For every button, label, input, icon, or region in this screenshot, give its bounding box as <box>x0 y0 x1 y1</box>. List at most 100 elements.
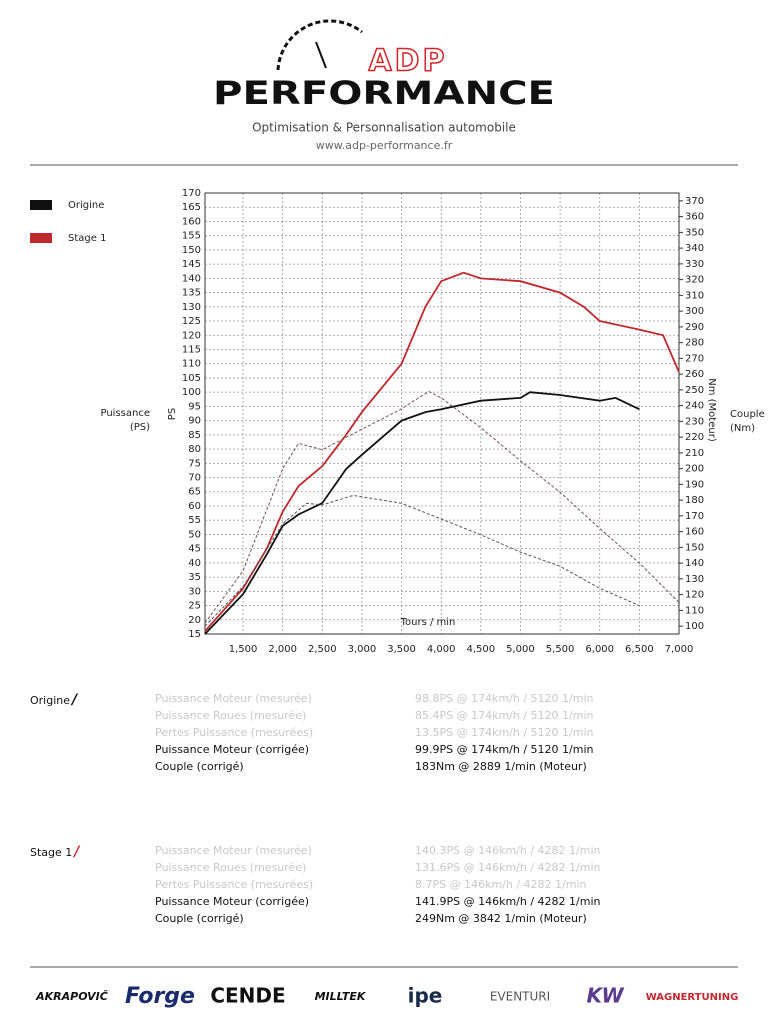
y-tick-label: 100 <box>182 387 201 398</box>
y2-tick-label: 130 <box>685 574 704 585</box>
y-tick-label: 120 <box>182 330 201 341</box>
y2-tick-label: 260 <box>685 369 704 380</box>
y2-tick-label: 320 <box>685 275 704 286</box>
y2-tick-label: 270 <box>685 353 704 364</box>
y-tick-label: 60 <box>188 501 201 512</box>
y-tick-label: 110 <box>182 359 201 370</box>
y2-tick-label: 110 <box>685 605 704 616</box>
result-label: Origine <box>30 694 70 707</box>
y2-tick-label: 370 <box>685 196 704 207</box>
y-tick-label: 40 <box>188 558 201 569</box>
result-cell: Puissance Roues (mesurée) <box>155 861 306 874</box>
x-tick-label: 6,500 <box>625 644 654 655</box>
series-line <box>204 391 640 635</box>
y2-side-label: (Nm) <box>730 423 755 434</box>
y2-tick-label: 170 <box>685 511 704 522</box>
y2-tick-label: 280 <box>685 338 704 349</box>
y2-tick-label: 180 <box>685 495 704 506</box>
legend-swatch <box>30 233 52 243</box>
y-tick-label: 105 <box>182 373 201 384</box>
series-line <box>204 494 640 627</box>
result-marker: / <box>70 692 79 708</box>
y-tick-label: 145 <box>182 259 201 270</box>
y-tick-label: 125 <box>182 316 201 327</box>
y2-tick-label: 300 <box>685 306 704 317</box>
brand-main: PERFORMANCE <box>213 74 555 112</box>
result-cell: 13.5PS @ 174km/h / 5120 1/min <box>415 726 594 739</box>
gauge-needle <box>315 41 327 69</box>
result-cell: Puissance Moteur (mesurée) <box>155 844 312 857</box>
y2-tick-label: 310 <box>685 290 704 301</box>
y2-tick-label: 120 <box>685 590 704 601</box>
y-tick-label: 45 <box>188 544 201 555</box>
x-tick-label: 7,000 <box>665 644 694 655</box>
x-tick-label: 1,500 <box>229 644 258 655</box>
brand-logo: ipe <box>408 984 443 1008</box>
y2-tick-label: 200 <box>685 464 704 475</box>
plot-frame <box>204 192 680 635</box>
y-tick-label: 90 <box>188 416 201 427</box>
y-tick-label: 170 <box>182 188 201 199</box>
y-tick-label: 20 <box>188 615 201 626</box>
x-tick-label: 3,000 <box>348 644 377 655</box>
x-tick-label: 2,500 <box>308 644 337 655</box>
result-cell: 99.9PS @ 174km/h / 5120 1/min <box>415 743 594 756</box>
result-cell: 183Nm @ 2889 1/min (Moteur) <box>415 760 587 773</box>
y-tick-label: 85 <box>188 430 201 441</box>
result-cell: 249Nm @ 3842 1/min (Moteur) <box>415 912 587 925</box>
result-cell: 98.8PS @ 174km/h / 5120 1/min <box>415 692 594 705</box>
y-tick-label: 155 <box>182 231 201 242</box>
brand-logo: AKRAPOVIČ <box>35 989 109 1003</box>
y2-tick-label: 350 <box>685 227 704 238</box>
result-cell: 131.6PS @ 146km/h / 4282 1/min <box>415 861 601 874</box>
tagline: Optimisation & Personnalisation automobi… <box>252 121 516 135</box>
brand-top: ADP <box>368 44 447 79</box>
result-cell: Couple (corrigé) <box>155 912 244 925</box>
x-tick-label: 5,000 <box>506 644 535 655</box>
y2-tick-label: 240 <box>685 401 704 412</box>
y-tick-label: 50 <box>188 529 201 540</box>
x-tick-label: 4,000 <box>427 644 456 655</box>
y2-tick-label: 330 <box>685 259 704 270</box>
y-tick-label: 30 <box>188 586 201 597</box>
result-cell: Pertes Puissance (mesurées) <box>155 878 313 891</box>
y-tick-label: 55 <box>188 515 201 526</box>
y2-side-label: Couple <box>730 409 765 420</box>
x-tick-label: 5,500 <box>546 644 575 655</box>
y2-tick-label: 160 <box>685 527 704 538</box>
series-line <box>204 271 680 632</box>
y-tick-label: 80 <box>188 444 201 455</box>
result-cell: Pertes Puissance (mesurées) <box>155 726 313 739</box>
y-tick-label: 75 <box>188 458 201 469</box>
legend-swatch <box>30 200 52 210</box>
y-axis-label: PS <box>167 408 178 420</box>
y2-tick-label: 250 <box>685 385 704 396</box>
y-tick-label: 35 <box>188 572 201 583</box>
y-tick-label: 25 <box>188 601 201 612</box>
brand-logo: Forge <box>125 984 195 1009</box>
y-tick-label: 65 <box>188 487 201 498</box>
y2-tick-label: 190 <box>685 479 704 490</box>
result-cell: Puissance Moteur (corrigée) <box>155 743 309 756</box>
x-tick-label: 6,000 <box>585 644 614 655</box>
y2-tick-label: 230 <box>685 416 704 427</box>
y2-tick-label: 220 <box>685 432 704 443</box>
y-tick-label: 150 <box>182 245 201 256</box>
y2-tick-label: 290 <box>685 322 704 333</box>
y-tick-label: 95 <box>188 401 201 412</box>
y2-tick-label: 360 <box>685 212 704 223</box>
brand-logo: EVENTURI <box>490 990 550 1004</box>
y-tick-label: 115 <box>182 344 201 355</box>
brand-logo: MILLTEK <box>315 990 367 1003</box>
brand-logo: WAGNERTUNING <box>646 992 739 1003</box>
brand-logo: CENDE <box>210 984 285 1008</box>
result-marker: / <box>72 844 81 860</box>
result-cell: 8.7PS @ 146km/h / 4282 1/min <box>415 878 587 891</box>
y2-tick-label: 340 <box>685 243 704 254</box>
y-tick-label: 15 <box>188 629 201 640</box>
result-cell: 85.4PS @ 174km/h / 5120 1/min <box>415 709 594 722</box>
series-line <box>204 390 680 624</box>
result-cell: Puissance Roues (mesurée) <box>155 709 306 722</box>
result-cell: Puissance Moteur (corrigée) <box>155 895 309 908</box>
y2-tick-label: 100 <box>685 621 704 632</box>
